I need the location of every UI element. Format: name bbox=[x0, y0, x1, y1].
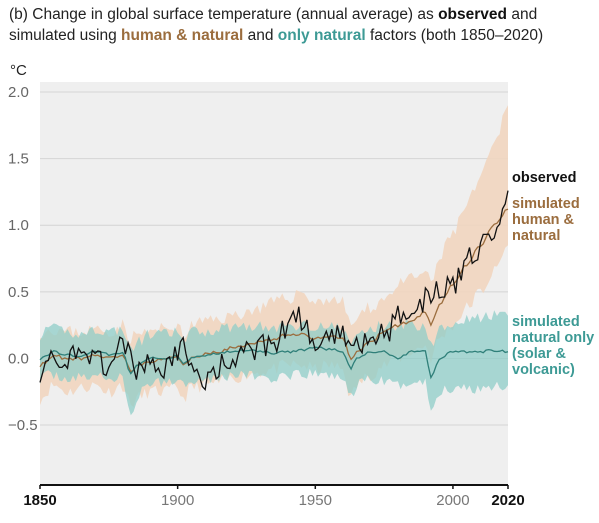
y-tick-label: −0.5 bbox=[8, 417, 38, 434]
title-part-4: and bbox=[243, 27, 278, 44]
title-part-5: factors (both 1850–2020) bbox=[365, 27, 544, 44]
human-natural-label-line: simulated bbox=[512, 196, 580, 212]
y-axis-unit: °C bbox=[10, 62, 27, 79]
y-tick-label: 0.5 bbox=[8, 284, 29, 301]
title-part-1: (b) Change in global surface temperature… bbox=[9, 6, 439, 23]
title-only-natural: only natural bbox=[277, 27, 366, 44]
natural-label-line: simulated bbox=[512, 314, 580, 330]
x-tick-label: 1850 bbox=[23, 492, 56, 509]
title-human-natural: human & natural bbox=[121, 27, 244, 44]
human-natural-label-line: human & bbox=[512, 212, 575, 228]
natural-range-band bbox=[40, 310, 508, 416]
x-tick-label: 1900 bbox=[161, 492, 194, 509]
natural-label-line: (solar & bbox=[512, 346, 567, 362]
y-axis-ticks: −0.5 0.0 0.5 1.0 1.5 2.0 bbox=[8, 84, 38, 434]
x-tick-label: 2000 bbox=[436, 492, 469, 509]
x-tick-label: 2020 bbox=[491, 492, 524, 509]
y-tick-label: 1.0 bbox=[8, 217, 29, 234]
x-tick-label: 1950 bbox=[299, 492, 332, 509]
title-part-2: and bbox=[507, 6, 538, 23]
natural-line bbox=[39, 346, 509, 380]
observed-series-label: observed bbox=[512, 170, 576, 186]
y-tick-label: 2.0 bbox=[8, 84, 29, 101]
x-axis-ticks: 1850 1900 1950 2000 2020 bbox=[23, 485, 525, 509]
observed-label-text: observed bbox=[512, 170, 576, 186]
observed-line bbox=[39, 190, 509, 392]
natural-label-line: natural only bbox=[512, 330, 594, 346]
title-observed: observed bbox=[438, 6, 508, 23]
human-natural-line bbox=[39, 208, 509, 373]
y-tick-label: 0.0 bbox=[8, 350, 29, 367]
human-natural-label-line: natural bbox=[512, 228, 560, 244]
title-part-3: simulated using bbox=[9, 27, 122, 44]
natural-label-line: volcanic) bbox=[512, 362, 575, 378]
y-tick-label: 1.5 bbox=[8, 151, 29, 168]
chart-title: (b) Change in global surface temperature… bbox=[9, 4, 594, 46]
